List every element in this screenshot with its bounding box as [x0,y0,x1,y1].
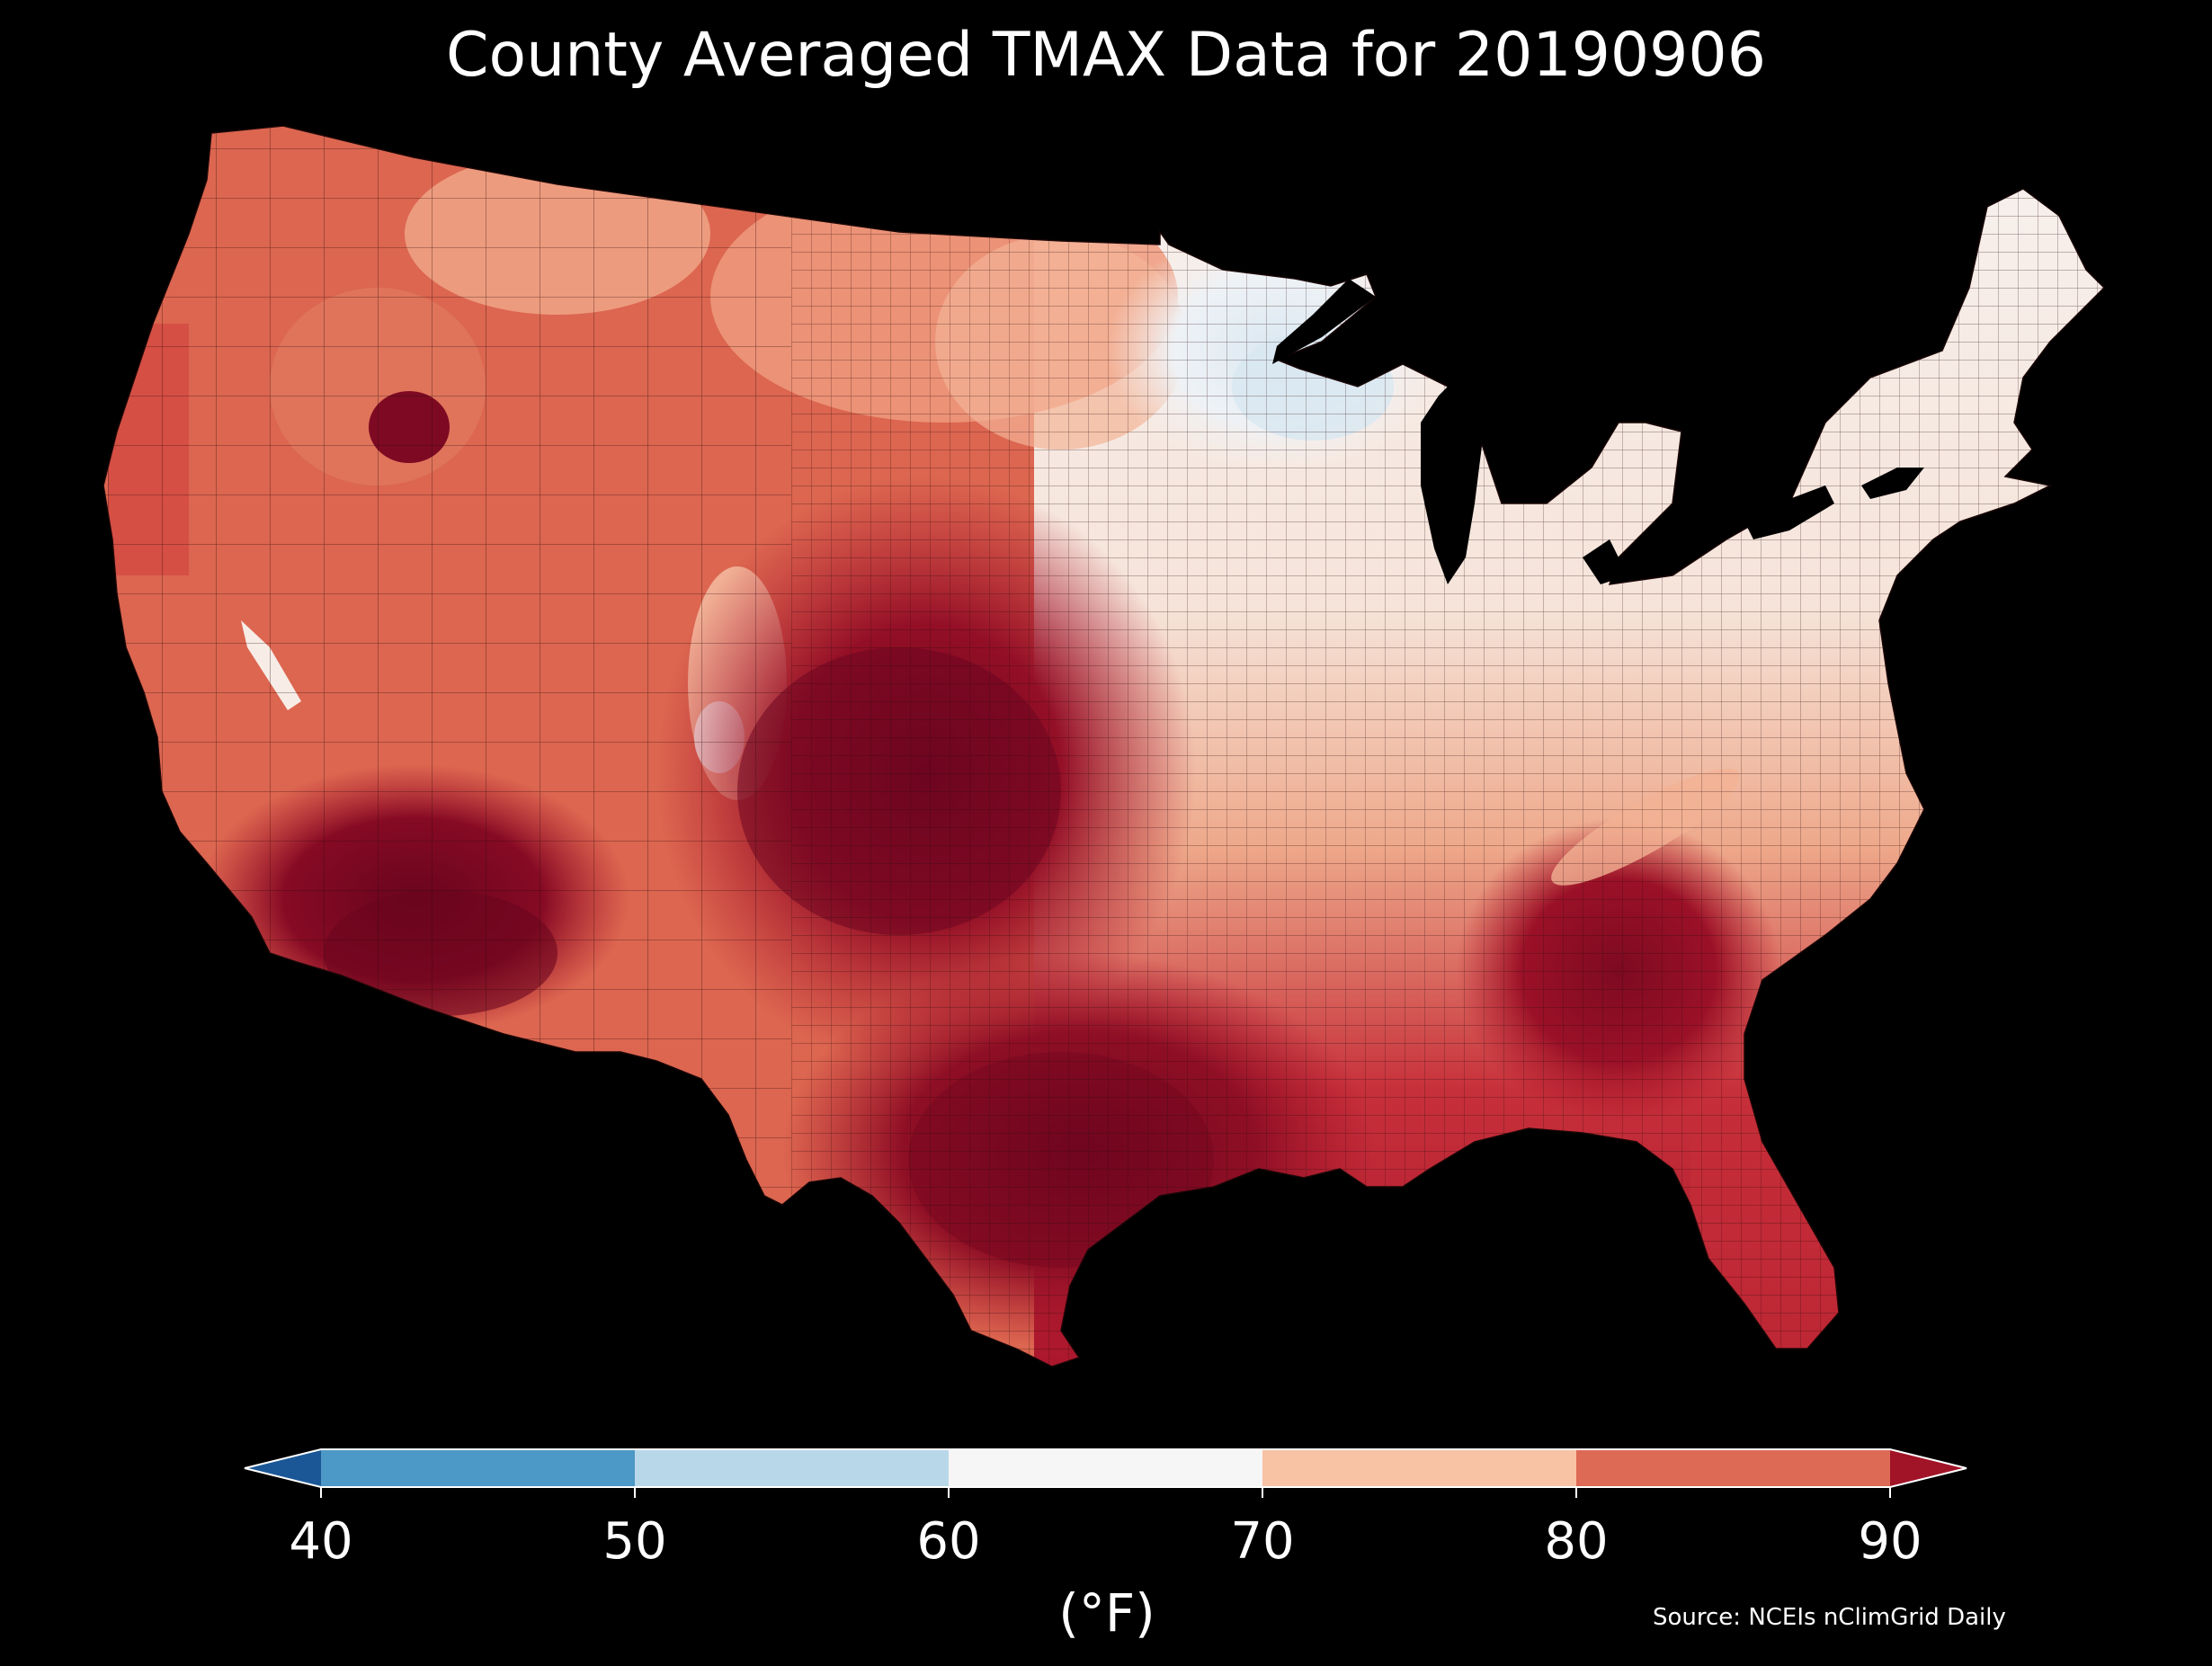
colorbar-bin [1576,1449,1890,1487]
colorbar-tick-label: 90 [1858,1512,1922,1571]
colorbar-bin [635,1449,949,1487]
colorbar-bin [949,1449,1262,1487]
county-choropleth-map [103,125,2105,1368]
source-credit: Source: NCEIs nClimGrid Daily [1653,1604,2006,1631]
map-title: County Averaged TMAX Data for 20190906 [446,20,1766,91]
colorbar-bin [1262,1449,1576,1487]
colorbar-tick-label: 60 [916,1512,981,1571]
colorbar-under-arrow [245,1449,321,1487]
great-lakes [1272,279,1924,584]
colorbar-tick-label: 80 [1544,1512,1609,1571]
colorbar-unit-label: (°F) [1058,1582,1155,1644]
colorbar-tick-label: 40 [289,1512,353,1571]
colorbar-tick-label: 70 [1230,1512,1295,1571]
colorbar-bin [321,1449,635,1487]
colorbar-tick-label: 50 [602,1512,667,1571]
colorbar-over-arrow [1890,1449,1967,1487]
